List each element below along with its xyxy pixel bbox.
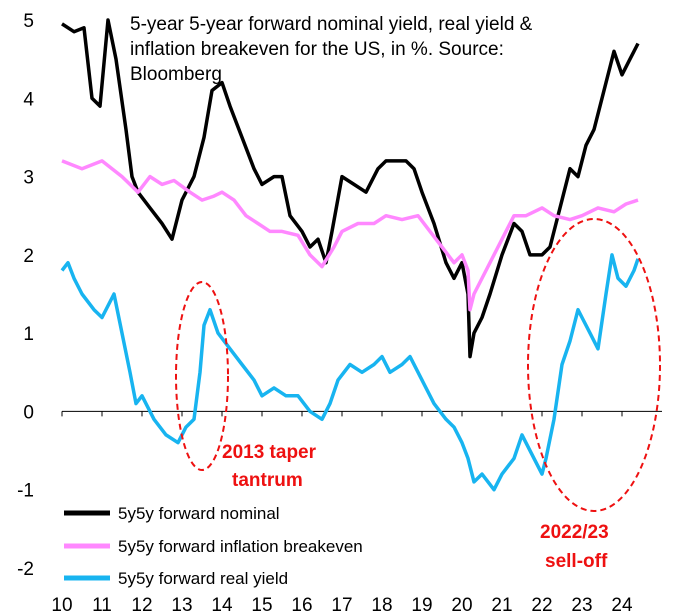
series-real-yield-line [60,253,640,492]
taper-tantrum-label-1: 2013 taper [222,442,317,463]
x-tick-label: 17 [331,595,352,615]
sell-off-label-2: sell-off [545,551,608,572]
x-tick-label: 20 [451,595,472,615]
chart-title-line-1: 5-year 5-year forward nominal yield, rea… [130,14,533,35]
y-tick-label: -2 [17,559,34,580]
sell-off-ellipse [527,218,661,512]
series-breakeven-line [61,159,639,312]
x-tick-label: 15 [251,595,272,615]
x-tick-label: 18 [371,595,392,615]
x-tick-label: 21 [491,595,512,615]
y-tick-label: 3 [23,168,34,189]
y-axis: 5 4 3 2 1 0 -1 -2 [17,11,662,580]
series-layer [60,18,640,492]
legend: 5y5y forward nominal 5y5y forward inflat… [64,504,363,588]
y-tick-label: 4 [23,89,34,110]
x-tick-label: 16 [291,595,312,615]
legend-label-real-yield: 5y5y forward real yield [118,569,288,588]
x-tick-label: 22 [531,595,552,615]
y-tick-label: 5 [23,11,34,32]
x-tick-label: 10 [51,595,72,615]
taper-tantrum-ellipse [175,281,229,471]
chart-title-line-2: inflation breakeven for the US, in %. So… [130,39,504,60]
y-tick-label: 2 [23,246,34,267]
series-nominal-line [61,18,640,359]
x-tick-label: 13 [171,595,192,615]
y-tick-label: 1 [23,324,34,345]
y-tick-label: 0 [23,402,34,423]
x-tick-label: 12 [131,595,152,615]
x-tick-label: 11 [92,595,112,615]
x-axis: 10 11 12 13 14 15 16 17 18 19 20 21 22 23 24 [51,411,633,615]
annotation-ellipses [175,218,661,512]
x-tick-label: 19 [411,595,432,615]
legend-label-nominal: 5y5y forward nominal [118,504,280,523]
x-tick-label: 23 [571,595,592,615]
chart-title-line-3: Bloomberg [130,64,222,85]
x-tick-label: 24 [611,595,633,615]
sell-off-label-1: 2022/23 [540,522,609,543]
taper-tantrum-label-2: tantrum [232,470,303,491]
legend-label-breakeven: 5y5y forward inflation breakeven [118,537,363,556]
y-tick-label: -1 [17,481,34,502]
x-tick-label: 14 [211,595,233,615]
